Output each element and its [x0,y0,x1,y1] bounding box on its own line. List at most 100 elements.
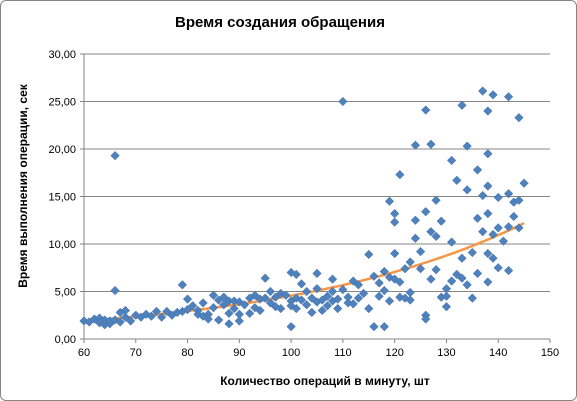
y-tick-label: 10,00 [48,239,76,251]
data-point [488,253,498,263]
x-tick-label: 150 [541,347,559,359]
data-point [390,274,400,284]
y-tick-label: 20,00 [48,144,76,156]
data-point [379,266,389,277]
data-point [219,292,229,302]
data-point [405,295,415,305]
data-point [255,305,265,316]
data-point [457,253,467,263]
data-point [426,226,436,237]
data-point [286,321,296,332]
data-point [250,302,260,313]
data-point [219,300,229,310]
data-point [110,315,120,325]
data-point [483,149,493,159]
data-point [410,215,421,225]
data-point [488,229,498,240]
data-point [483,277,493,287]
data-point [177,280,188,290]
data-point [421,207,431,217]
data-point [483,208,493,219]
data-point [467,293,477,303]
data-point [493,263,503,273]
data-point [208,302,219,313]
data-point [519,178,529,188]
data-point [395,169,405,180]
data-point [193,305,203,316]
data-point [384,272,395,282]
data-point [390,217,400,227]
chart-title: Время создания обращения [175,14,385,31]
data-point [115,317,125,327]
data-point [478,190,488,201]
data-point [276,288,286,299]
y-tick-label: 0,00 [55,334,76,346]
data-point [415,246,426,257]
data-point [265,298,276,308]
data-point [472,268,483,279]
data-point [312,268,322,279]
data-points [79,86,529,332]
x-tick-label: 90 [233,347,245,359]
y-tick-label: 15,00 [48,192,76,204]
data-point [312,283,322,294]
data-point [483,181,493,191]
data-point [276,303,286,314]
data-point [509,211,519,222]
x-tick-label: 100 [282,347,300,359]
data-point [400,264,410,274]
data-point [441,283,452,294]
data-point [343,292,353,302]
data-point [514,223,524,233]
data-point [270,292,281,302]
data-point [452,269,462,280]
data-point [343,298,353,308]
data-point [379,285,389,296]
data-point [307,293,317,303]
data-point [291,293,301,303]
data-point [431,231,441,242]
data-point [270,302,281,312]
data-point [198,298,208,308]
y-tick-labels: 0,00 5,00 10,00 15,00 20,00 25,00 30,00 [48,49,76,346]
data-point [503,222,514,232]
x-tick-label: 110 [334,347,352,359]
data-point [245,308,255,319]
data-point [364,303,374,314]
data-point [483,248,493,259]
data-point [514,195,524,205]
data-point [493,223,503,233]
data-point [369,271,379,281]
data-point [390,208,400,219]
data-point [317,305,327,316]
data-point [390,248,400,259]
data-point [441,291,452,301]
data-point [374,291,384,301]
data-point [421,314,431,324]
data-point [379,321,389,332]
data-point [338,96,348,107]
data-point [478,86,488,96]
data-point [281,290,291,300]
data-point [333,303,343,314]
x-tick-label: 120 [385,347,403,359]
data-point [265,286,276,297]
data-point [110,150,120,161]
data-point [415,264,426,274]
data-point [224,319,234,329]
data-point [250,290,260,300]
data-point [503,265,514,276]
data-point [260,273,270,283]
data-point [446,237,457,247]
data-point [467,247,477,258]
data-point [431,195,441,205]
data-point [503,188,514,199]
data-point [291,303,301,314]
data-point [395,277,405,287]
data-point [208,290,219,300]
data-point [384,196,395,206]
data-point [322,301,333,311]
data-point [452,175,462,186]
